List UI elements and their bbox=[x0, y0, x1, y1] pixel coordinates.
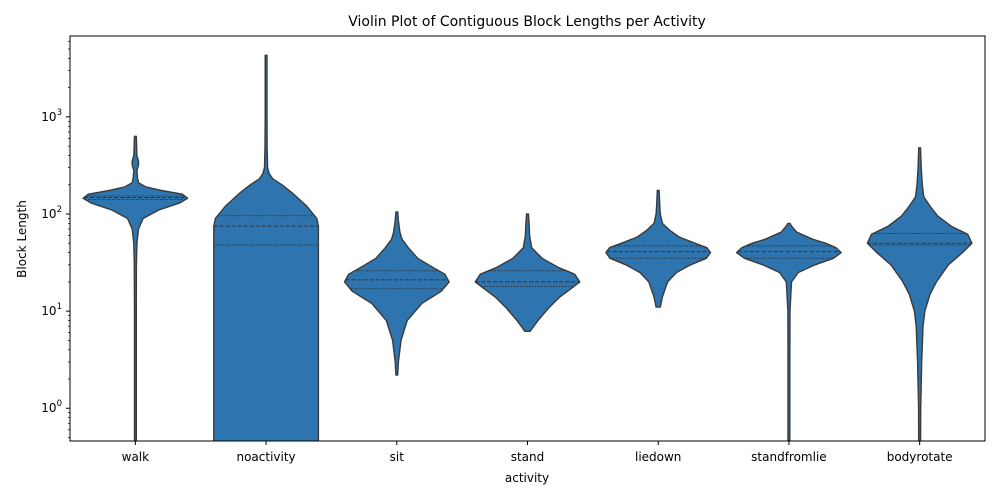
violin-bodyrotate bbox=[866, 147, 973, 441]
violin-noactivity bbox=[213, 54, 320, 441]
violin-standfromlie bbox=[735, 222, 842, 441]
violin-body-walk bbox=[82, 135, 189, 441]
y-tick-label: 100 bbox=[41, 399, 62, 415]
x-tick-label-stand: stand bbox=[511, 450, 545, 464]
y-tick-label: 101 bbox=[41, 302, 62, 318]
x-axis-label: activity bbox=[505, 471, 549, 485]
x-tick-label-bodyrotate: bodyrotate bbox=[887, 450, 953, 464]
x-tick-label-noactivity: noactivity bbox=[236, 450, 295, 464]
y-tick-label: 103 bbox=[41, 108, 62, 124]
violins-layer bbox=[82, 54, 973, 441]
violin-body-stand bbox=[474, 213, 581, 332]
violin-body-noactivity bbox=[213, 54, 320, 441]
violin-body-sit bbox=[343, 211, 450, 376]
violin-body-bodyrotate bbox=[866, 147, 973, 441]
violin-body-liedown bbox=[605, 189, 712, 308]
x-axis: walk noactivity sit stand liedown standfromli… bbox=[122, 441, 953, 464]
x-tick-label-standfromlie: standfromlie bbox=[751, 450, 827, 464]
violin-walk bbox=[82, 135, 189, 441]
violin-liedown bbox=[605, 189, 712, 308]
x-tick-label-liedown: liedown bbox=[635, 450, 681, 464]
y-axis-label: Block Length bbox=[15, 200, 29, 278]
chart-title: Violin Plot of Contiguous Block Lengths … bbox=[348, 14, 706, 30]
x-tick-label-walk: walk bbox=[122, 450, 150, 464]
violin-sit bbox=[343, 211, 450, 376]
violin-body-standfromlie bbox=[735, 222, 842, 441]
y-axis: 100 101 102 103 bbox=[41, 40, 70, 438]
y-tick-label: 102 bbox=[41, 205, 62, 221]
violin-stand bbox=[474, 213, 581, 332]
x-tick-label-sit: sit bbox=[390, 450, 405, 464]
